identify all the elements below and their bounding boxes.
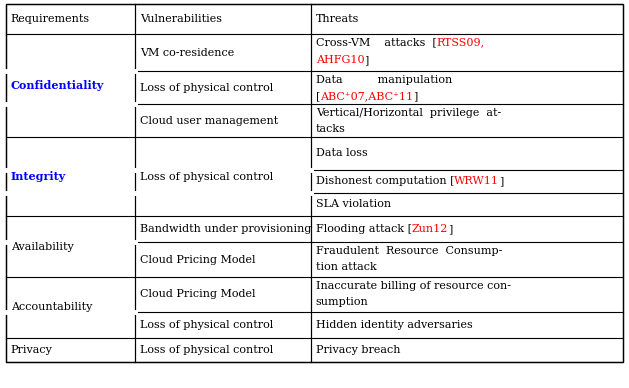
Text: ]: ] <box>364 55 369 65</box>
Text: Flooding attack [: Flooding attack [ <box>316 224 412 234</box>
Text: VM co-residence: VM co-residence <box>140 48 234 57</box>
Text: Bandwidth under provisioning: Bandwidth under provisioning <box>140 224 311 234</box>
Text: Zun12: Zun12 <box>412 224 448 234</box>
Text: Cross-VM    attacks  [: Cross-VM attacks [ <box>316 38 437 48</box>
Text: tacks: tacks <box>316 124 345 134</box>
Text: ]: ] <box>413 91 418 101</box>
Text: tion attack: tion attack <box>316 262 377 272</box>
Text: Cloud Pricing Model: Cloud Pricing Model <box>140 255 255 265</box>
Text: Availability: Availability <box>11 242 74 251</box>
Text: ]: ] <box>499 176 504 186</box>
Text: Cloud user management: Cloud user management <box>140 116 278 126</box>
Text: Confidentiality: Confidentiality <box>11 80 104 91</box>
Text: Threats: Threats <box>316 14 359 24</box>
Text: Loss of physical control: Loss of physical control <box>140 172 273 182</box>
Text: WRW11: WRW11 <box>454 176 499 186</box>
Text: Hidden identity adversaries: Hidden identity adversaries <box>316 320 472 330</box>
Text: Inaccurate billing of resource con-: Inaccurate billing of resource con- <box>316 281 511 291</box>
Text: Requirements: Requirements <box>11 14 90 24</box>
Text: Cloud Pricing Model: Cloud Pricing Model <box>140 289 255 300</box>
Text: sumption: sumption <box>316 297 369 307</box>
Text: Integrity: Integrity <box>11 171 66 182</box>
Text: Accountability: Accountability <box>11 303 92 312</box>
Text: Privacy breach: Privacy breach <box>316 345 400 355</box>
Text: ABC⁺07,ABC⁺11: ABC⁺07,ABC⁺11 <box>320 91 413 101</box>
Text: Vertical/Horizontal  privilege  at-: Vertical/Horizontal privilege at- <box>316 108 501 118</box>
Text: SLA violation: SLA violation <box>316 199 391 210</box>
Text: Loss of physical control: Loss of physical control <box>140 345 273 355</box>
Text: Loss of physical control: Loss of physical control <box>140 320 273 330</box>
Text: Data          manipulation: Data manipulation <box>316 75 452 85</box>
Text: Dishonest computation [: Dishonest computation [ <box>316 176 454 186</box>
Text: Data loss: Data loss <box>316 149 367 158</box>
Text: RTSS09,: RTSS09, <box>437 38 484 48</box>
Text: Loss of physical control: Loss of physical control <box>140 83 273 93</box>
Text: Vulnerabilities: Vulnerabilities <box>140 14 221 24</box>
Text: [: [ <box>316 91 320 101</box>
Text: Privacy: Privacy <box>11 345 53 355</box>
Text: ]: ] <box>448 224 452 234</box>
Text: Fraudulent  Resource  Consump-: Fraudulent Resource Consump- <box>316 246 502 256</box>
Text: AHFG10: AHFG10 <box>316 55 364 65</box>
